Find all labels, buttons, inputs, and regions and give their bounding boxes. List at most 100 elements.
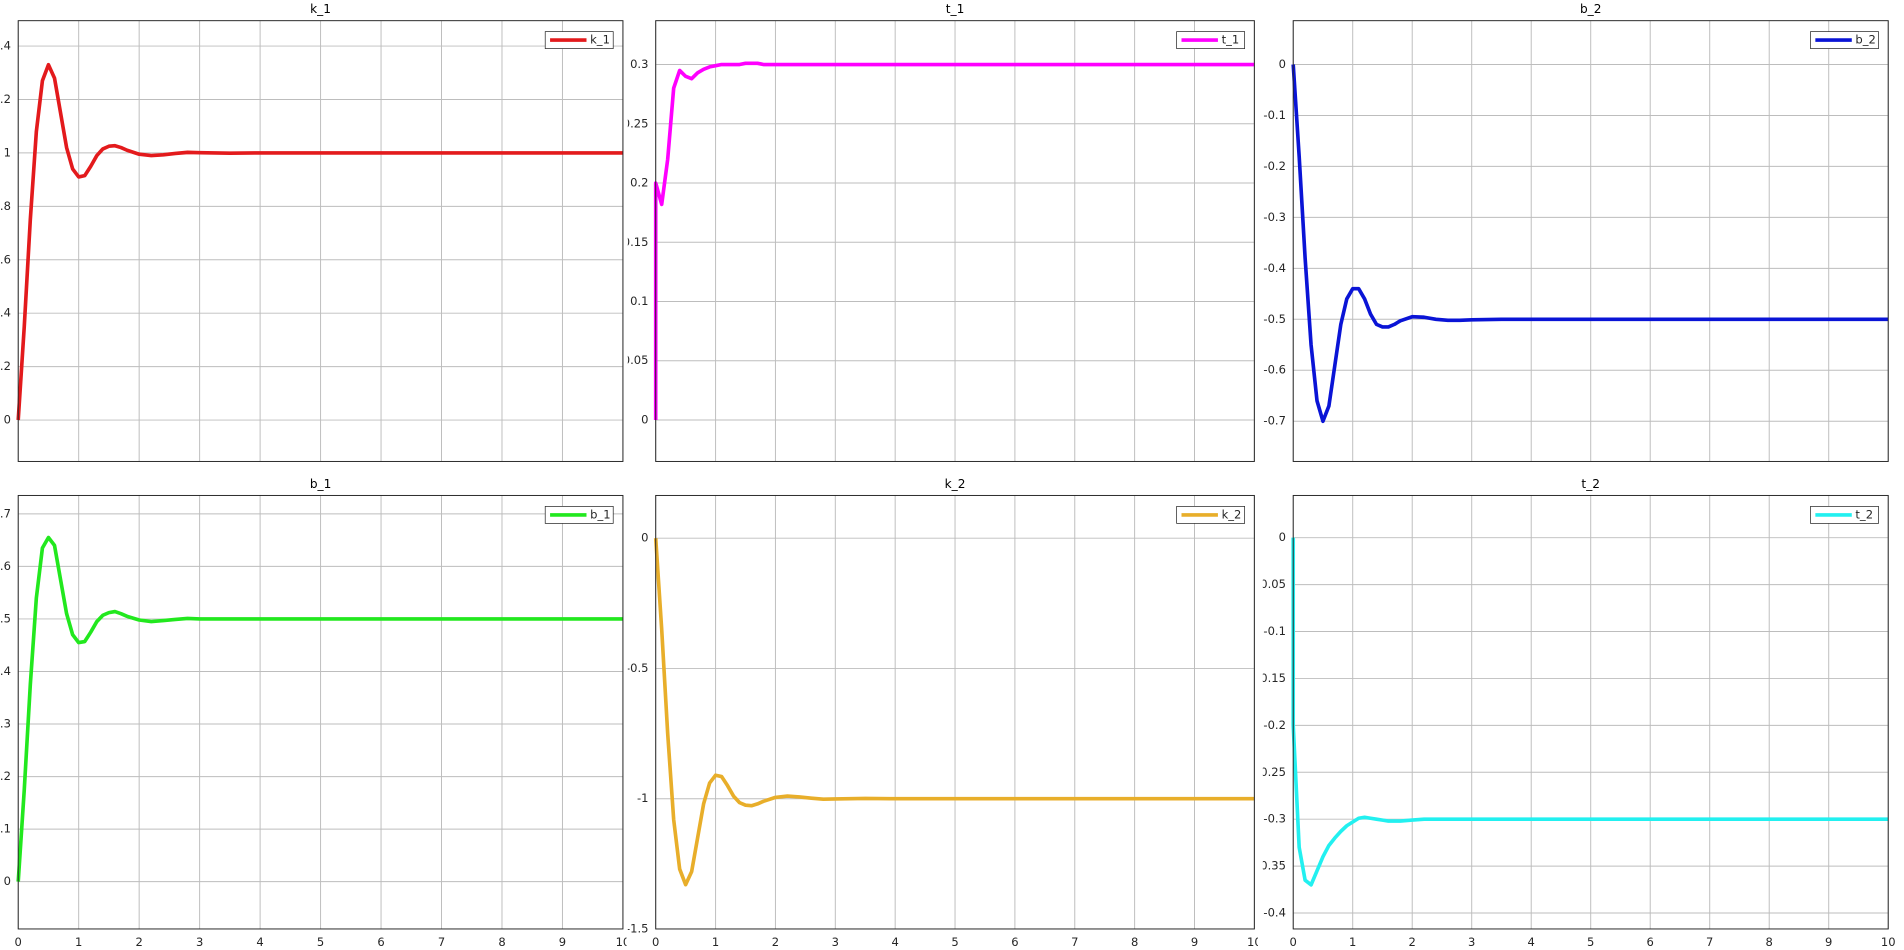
x-tick-label: 2	[1409, 935, 1416, 949]
x-tick-label: 1	[75, 467, 82, 481]
x-tick-label: 6	[1011, 935, 1018, 949]
x-tick-label: 7	[1706, 935, 1713, 949]
x-tick-label: 3	[1468, 467, 1475, 481]
x-tick-label: 4	[892, 935, 899, 949]
x-tick-label: 10	[1247, 467, 1262, 481]
x-tick-label: 4	[1528, 935, 1535, 949]
y-tick-label: -1	[637, 791, 648, 805]
y-tick-label: -0.4	[1263, 261, 1285, 275]
x-tick-label: 0	[652, 467, 659, 481]
y-tick-label: 0	[1279, 530, 1286, 544]
x-tick-label: 6	[1011, 467, 1018, 481]
x-tick-label: 2	[772, 467, 779, 481]
x-tick-label: 0	[1290, 935, 1297, 949]
y-tick-label: 0.3	[0, 717, 11, 731]
y-tick-label: 0.6	[0, 252, 11, 266]
x-tick-label: 8	[1131, 935, 1138, 949]
x-tick-label: 3	[832, 467, 839, 481]
x-tick-label: 0	[15, 935, 22, 949]
x-tick-label: 2	[772, 935, 779, 949]
chart-title: t_1	[946, 2, 965, 16]
y-tick-label: -0.05	[1256, 577, 1286, 591]
y-tick-label: 0	[4, 874, 11, 888]
y-tick-label: 0.2	[0, 359, 11, 373]
x-tick-label: 9	[1191, 467, 1198, 481]
x-tick-label: 10	[1881, 467, 1896, 481]
x-tick-label: 0	[1290, 467, 1297, 481]
x-tick-label: 10	[1881, 935, 1896, 949]
x-tick-label: 4	[256, 467, 263, 481]
legend-label: b_1	[590, 507, 610, 521]
y-tick-label: 0.1	[630, 294, 648, 308]
plot-frame	[1292, 494, 1889, 930]
x-tick-label: 5	[951, 935, 958, 949]
y-tick-label: -0.7	[1263, 414, 1285, 428]
x-tick-label: 7	[438, 467, 445, 481]
y-tick-label: -0.5	[1263, 312, 1285, 326]
x-tick-label: 1	[712, 935, 719, 949]
subplot: 0 1 2 3 4 5 6 7 8 9 100-0.1-0.2-0.3-0.4-0.5-0.6-0.…	[1263, 2, 1896, 481]
x-tick-label: 2	[135, 935, 142, 949]
x-tick-label: 1	[1349, 935, 1356, 949]
x-tick-label: 8	[1766, 467, 1773, 481]
x-tick-label: 4	[1528, 467, 1535, 481]
y-tick-label: 1	[4, 145, 11, 159]
y-tick-label: 0.25	[623, 116, 649, 130]
x-tick-label: 1	[712, 467, 719, 481]
subplot: 0 1 2 3 4 5 6 7 8 9 10 0 0.1 0.2 0.3 0.4 0.5 0.6 0.7 b_1 b_1	[0, 477, 627, 949]
line-series	[653, 61, 1255, 420]
x-tick-label: 2	[135, 467, 142, 481]
x-tick-label: 7	[1706, 467, 1713, 481]
x-tick-label: 10	[616, 467, 631, 481]
line-series	[16, 62, 623, 421]
y-tick-label: -0.15	[1256, 671, 1286, 685]
y-tick-label: 0.15	[623, 235, 649, 249]
x-tick-label: 8	[498, 935, 505, 949]
legend-label: k_2	[1222, 507, 1242, 521]
y-tick-label: 0.6	[0, 559, 11, 573]
y-tick-label: -0.1	[1263, 624, 1285, 638]
y-tick-label: 0.4	[0, 664, 11, 678]
y-tick-label: -0.4	[1263, 906, 1285, 920]
line-series	[653, 538, 1255, 887]
y-tick-label: -0.3	[1263, 210, 1285, 224]
chart-title: k_2	[945, 477, 966, 491]
y-tick-label: -0.3	[1263, 812, 1285, 826]
y-tick-label: 0.3	[630, 57, 648, 71]
x-tick-label: 4	[256, 935, 263, 949]
x-tick-label: 9	[559, 467, 566, 481]
legend-label: k_1	[590, 33, 610, 47]
line-series	[1291, 537, 1889, 887]
x-tick-label: 1	[75, 935, 82, 949]
x-tick-label: 2	[1409, 467, 1416, 481]
chart-title: t_2	[1581, 477, 1600, 491]
plot-frame	[655, 20, 1255, 462]
legend-label: t_1	[1222, 33, 1240, 47]
y-tick-label: 0	[641, 412, 648, 426]
y-tick-label: 1.2	[0, 92, 11, 106]
y-tick-label: -0.1	[1263, 108, 1285, 122]
line-series	[1291, 64, 1889, 424]
plot-frame	[17, 494, 624, 930]
y-tick-label: -0.5	[626, 661, 648, 675]
x-tick-label: 6	[377, 467, 384, 481]
x-tick-label: 0	[652, 935, 659, 949]
x-tick-label: 3	[196, 935, 203, 949]
y-tick-label: -0.25	[1256, 765, 1286, 779]
x-tick-label: 5	[1587, 935, 1594, 949]
x-tick-label: 8	[1766, 935, 1773, 949]
x-tick-label: 4	[892, 467, 899, 481]
x-tick-label: 6	[1647, 935, 1654, 949]
x-tick-label: 7	[1071, 935, 1078, 949]
plot-frame	[17, 20, 624, 462]
chart-title: b_2	[1580, 2, 1601, 16]
x-tick-label: 9	[1825, 935, 1832, 949]
y-tick-label: 0	[641, 531, 648, 545]
legend-label: b_2	[1855, 33, 1875, 47]
x-tick-label: 7	[438, 935, 445, 949]
y-tick-label: 0.5	[0, 611, 11, 625]
y-tick-label: -1.5	[626, 921, 648, 935]
y-tick-label: 0.2	[630, 176, 648, 190]
